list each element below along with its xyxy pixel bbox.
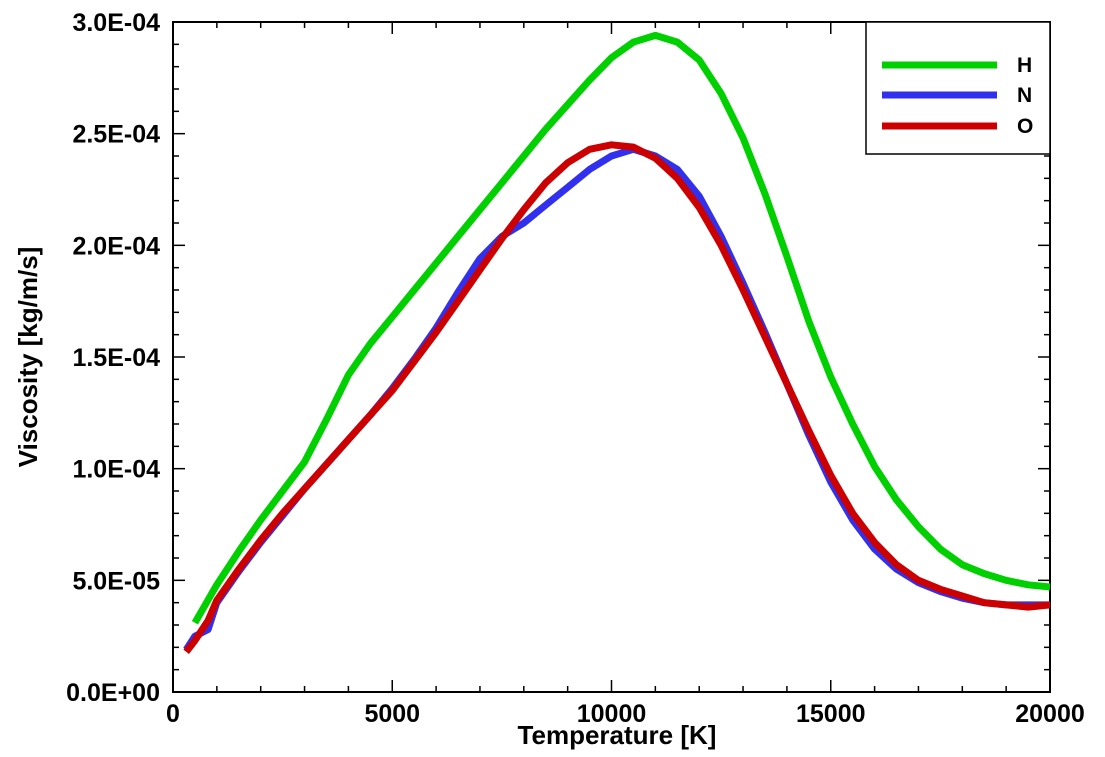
y-tick-label: 1.5E-04 <box>72 344 160 372</box>
y-axis-title: Viscosity [kg/m/s] <box>13 247 43 468</box>
x-tick-label: 15000 <box>796 700 866 728</box>
x-tick-label: 10000 <box>577 700 647 728</box>
x-tick-label: 5000 <box>364 700 420 728</box>
legend-label-n: N <box>1017 84 1032 107</box>
x-tick-label: 0 <box>166 700 180 728</box>
legend: H N O <box>865 21 1051 155</box>
y-tick-labels: 0.0E+00 5.0E-05 1.0E-04 1.5E-04 2.0E-04 2.5E-… <box>66 9 160 707</box>
y-tick-label: 1.0E-04 <box>72 456 160 484</box>
x-tick-labels: 0 5000 10000 15000 20000 <box>166 700 1085 728</box>
legend-label-o: O <box>1017 115 1033 138</box>
x-tick-label: 20000 <box>1015 700 1085 728</box>
series-line-h <box>191 31 1051 625</box>
series-line-o <box>183 141 1051 654</box>
legend-box <box>865 21 1051 155</box>
series-line-n <box>183 145 1050 652</box>
y-tick-label: 3.0E-04 <box>72 9 160 37</box>
y-tick-label: 0.0E+00 <box>66 679 160 707</box>
y-tick-label: 2.5E-04 <box>72 121 160 149</box>
y-tick-label: 2.0E-04 <box>72 232 160 260</box>
legend-label-h: H <box>1017 54 1032 77</box>
x-axis-title: Temperature [K] <box>518 720 717 750</box>
series-lines <box>183 31 1051 654</box>
y-tick-label: 5.0E-05 <box>72 567 160 595</box>
